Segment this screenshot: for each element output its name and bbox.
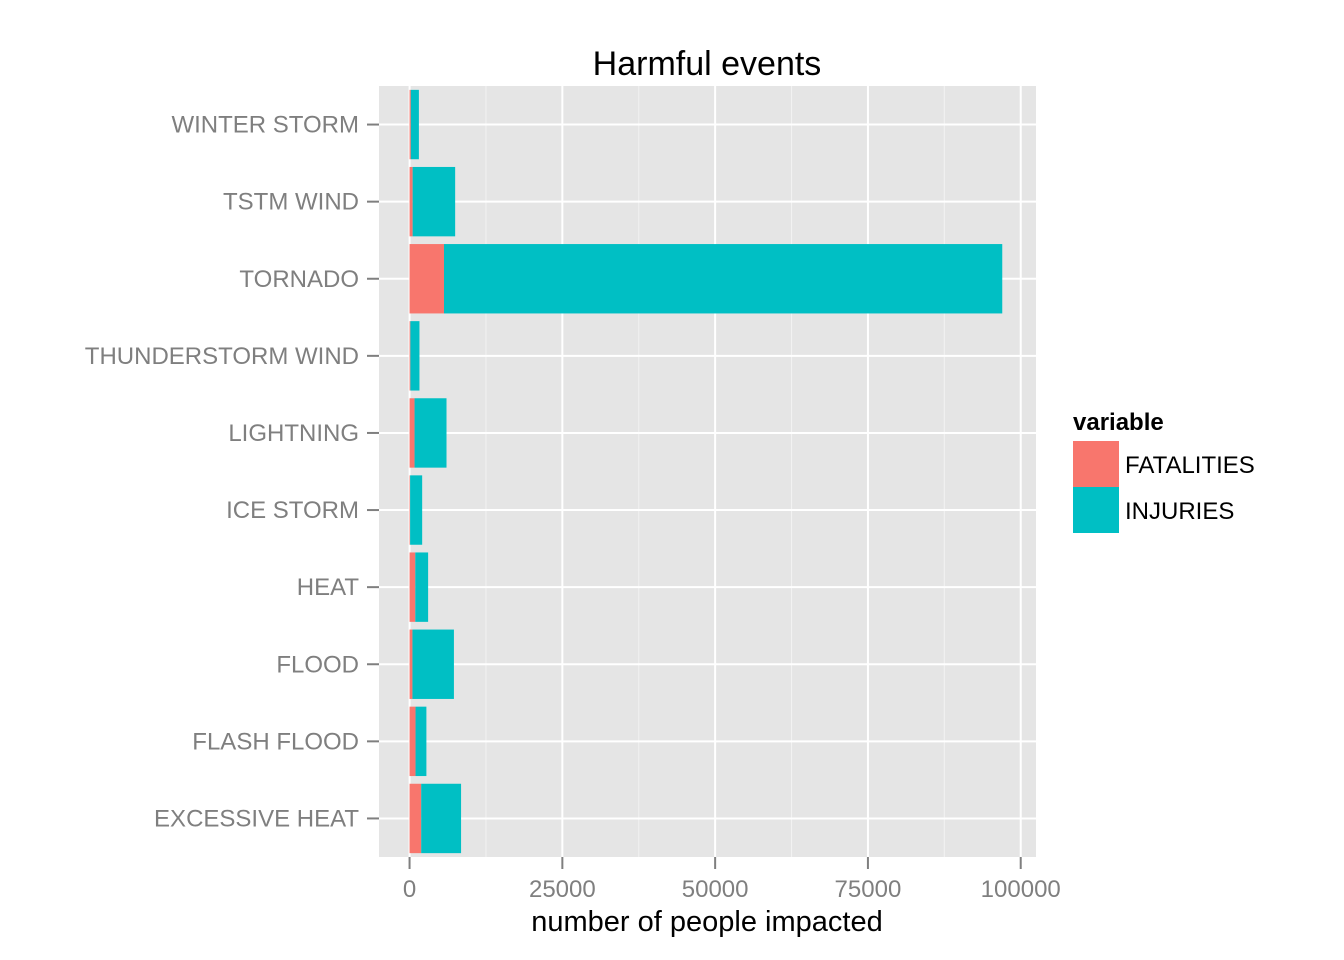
legend-title: variable xyxy=(1073,409,1164,436)
y-tick-label: ICE STORM xyxy=(226,497,359,524)
y-tick-label: LIGHTNING xyxy=(228,420,359,447)
bar-fatalities xyxy=(409,321,411,391)
x-axis: 0 25000 50000 75000 100000 xyxy=(403,857,1061,903)
bar-injuries xyxy=(415,552,429,622)
bar-fatalities xyxy=(409,166,413,237)
grid-lines xyxy=(379,86,1036,857)
bar-fatalities xyxy=(409,398,415,468)
x-tick-label: 50000 xyxy=(682,876,749,903)
bar-injuries xyxy=(421,783,462,854)
y-tick-label: FLASH FLOOD xyxy=(192,728,359,755)
bar-injuries xyxy=(415,706,427,777)
y-axis: EXCESSIVE HEAT FLASH FLOOD FLOOD HEAT ICE ST… xyxy=(85,112,379,832)
bar-injuries xyxy=(410,321,420,391)
legend-label-injuries: INJURIES xyxy=(1125,498,1234,525)
bar-fatalities xyxy=(409,244,444,314)
bar-injuries xyxy=(414,398,447,468)
bar-injuries xyxy=(443,244,1003,314)
legend-items: FATALITIES INJURIES xyxy=(1073,441,1255,533)
y-tick-label: WINTER STORM xyxy=(171,112,359,139)
y-tick-label: TORNADO xyxy=(239,266,359,293)
y-tick-label: THUNDERSTORM WIND xyxy=(85,343,359,370)
bar-injuries xyxy=(410,475,423,545)
x-tick-label: 100000 xyxy=(981,876,1061,903)
legend-label-fatalities: FATALITIES xyxy=(1125,452,1255,479)
x-axis-title: number of people impacted xyxy=(531,906,882,938)
x-tick-label: 75000 xyxy=(835,876,902,903)
x-tick-label: 0 xyxy=(403,876,416,903)
legend-swatch-fatalities xyxy=(1073,441,1119,487)
bar-injuries xyxy=(410,89,419,160)
bar-injuries xyxy=(412,629,454,699)
bar-fatalities xyxy=(409,89,411,160)
bar-fatalities xyxy=(409,706,416,777)
y-tick-label: FLOOD xyxy=(276,651,359,678)
y-tick-label: HEAT xyxy=(297,574,360,601)
bar-fatalities xyxy=(409,552,416,622)
x-tick-label: 25000 xyxy=(529,876,596,903)
y-tick-label: EXCESSIVE HEAT xyxy=(154,805,359,832)
bar-fatalities xyxy=(409,783,422,854)
bars xyxy=(409,89,1003,854)
bar-fatalities xyxy=(409,629,413,699)
bar-fatalities xyxy=(409,475,411,545)
chart-title: Harmful events xyxy=(593,45,822,83)
legend-swatch-injuries xyxy=(1073,487,1119,533)
bar-injuries xyxy=(412,166,456,237)
y-tick-label: TSTM WIND xyxy=(223,189,359,216)
plot-panel xyxy=(379,86,1036,857)
legend: variable FATALITIES INJURIES xyxy=(1073,409,1255,533)
